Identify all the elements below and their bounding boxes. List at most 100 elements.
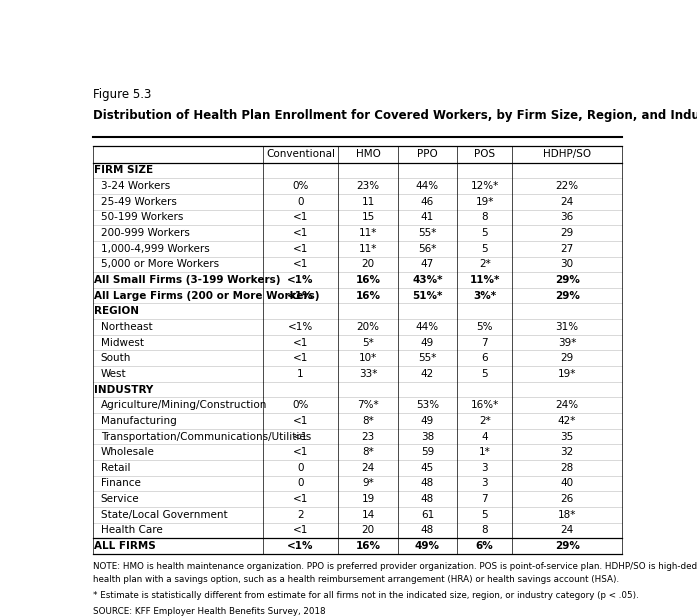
Text: 42: 42 bbox=[421, 369, 434, 379]
Text: 16%: 16% bbox=[355, 275, 381, 285]
Text: 8: 8 bbox=[482, 525, 488, 535]
Text: Manufacturing: Manufacturing bbox=[100, 416, 176, 426]
Text: 0: 0 bbox=[297, 479, 304, 488]
Text: 15: 15 bbox=[361, 213, 375, 222]
Text: 7%*: 7%* bbox=[357, 400, 379, 410]
Text: POS: POS bbox=[474, 149, 496, 159]
Text: 5: 5 bbox=[482, 244, 488, 254]
Text: 24%: 24% bbox=[556, 400, 579, 410]
Text: All Small Firms (3-199 Workers): All Small Firms (3-199 Workers) bbox=[94, 275, 281, 285]
Text: 2*: 2* bbox=[479, 259, 491, 269]
Text: 44%: 44% bbox=[416, 322, 439, 332]
Text: 16%: 16% bbox=[355, 541, 381, 551]
Text: <1: <1 bbox=[293, 259, 308, 269]
Text: 35: 35 bbox=[560, 432, 574, 442]
Text: 20%: 20% bbox=[357, 322, 379, 332]
Text: 26: 26 bbox=[560, 494, 574, 504]
Text: Wholesale: Wholesale bbox=[100, 447, 155, 457]
Text: <1%: <1% bbox=[287, 275, 314, 285]
Text: 29%: 29% bbox=[555, 291, 579, 301]
Text: Finance: Finance bbox=[100, 479, 141, 488]
Text: 55*: 55* bbox=[418, 353, 436, 363]
Text: <1%: <1% bbox=[288, 322, 313, 332]
Text: State/Local Government: State/Local Government bbox=[100, 510, 227, 520]
Text: 14: 14 bbox=[361, 510, 375, 520]
Text: HDHP/SO: HDHP/SO bbox=[543, 149, 591, 159]
Text: 29: 29 bbox=[560, 228, 574, 238]
Text: 56*: 56* bbox=[418, 244, 436, 254]
Text: 20: 20 bbox=[362, 525, 374, 535]
Text: 25-49 Workers: 25-49 Workers bbox=[100, 197, 176, 207]
Text: <1: <1 bbox=[293, 228, 308, 238]
Text: Retail: Retail bbox=[100, 463, 130, 473]
Text: 49: 49 bbox=[421, 338, 434, 347]
Text: 45: 45 bbox=[421, 463, 434, 473]
Text: <1: <1 bbox=[293, 213, 308, 222]
Text: <1: <1 bbox=[293, 353, 308, 363]
Text: 53%: 53% bbox=[416, 400, 439, 410]
Text: health plan with a savings option, such as a health reimbursement arrangement (H: health plan with a savings option, such … bbox=[93, 575, 619, 585]
Text: <1%: <1% bbox=[287, 541, 314, 551]
Text: 5: 5 bbox=[482, 369, 488, 379]
Text: 43%*: 43%* bbox=[412, 275, 443, 285]
Text: 11*: 11* bbox=[359, 228, 377, 238]
Text: 1: 1 bbox=[297, 369, 304, 379]
Text: 59: 59 bbox=[421, 447, 434, 457]
Text: 41: 41 bbox=[421, 213, 434, 222]
Text: PPO: PPO bbox=[417, 149, 438, 159]
Text: <1: <1 bbox=[293, 432, 308, 442]
Text: <1: <1 bbox=[293, 447, 308, 457]
Text: INDUSTRY: INDUSTRY bbox=[94, 384, 153, 395]
Text: <1: <1 bbox=[293, 244, 308, 254]
Text: 29%: 29% bbox=[555, 541, 579, 551]
Text: <1: <1 bbox=[293, 338, 308, 347]
Text: SOURCE: KFF Employer Health Benefits Survey, 2018: SOURCE: KFF Employer Health Benefits Sur… bbox=[93, 607, 325, 615]
Text: 42*: 42* bbox=[558, 416, 576, 426]
Text: All Large Firms (200 or More Workers): All Large Firms (200 or More Workers) bbox=[94, 291, 320, 301]
Text: 3: 3 bbox=[482, 479, 488, 488]
Text: 27: 27 bbox=[560, 244, 574, 254]
Text: 3: 3 bbox=[482, 463, 488, 473]
Text: <1%: <1% bbox=[287, 291, 314, 301]
Text: 6: 6 bbox=[482, 353, 488, 363]
Text: 200-999 Workers: 200-999 Workers bbox=[100, 228, 190, 238]
Text: 2*: 2* bbox=[479, 416, 491, 426]
Text: REGION: REGION bbox=[94, 306, 139, 317]
Text: 1*: 1* bbox=[479, 447, 491, 457]
Text: NOTE: HMO is health maintenance organization. PPO is preferred provider organiza: NOTE: HMO is health maintenance organiza… bbox=[93, 562, 697, 572]
Text: 44%: 44% bbox=[416, 181, 439, 191]
Text: 18*: 18* bbox=[558, 510, 576, 520]
Text: 24: 24 bbox=[361, 463, 375, 473]
Text: 4: 4 bbox=[482, 432, 488, 442]
Text: 61: 61 bbox=[421, 510, 434, 520]
Text: 5,000 or More Workers: 5,000 or More Workers bbox=[100, 259, 219, 269]
Text: * Estimate is statistically different from estimate for all firms not in the ind: * Estimate is statistically different fr… bbox=[93, 591, 638, 600]
Text: 19*: 19* bbox=[558, 369, 576, 379]
Text: 28: 28 bbox=[560, 463, 574, 473]
Text: 7: 7 bbox=[482, 494, 488, 504]
Text: 48: 48 bbox=[421, 525, 434, 535]
Text: 0%: 0% bbox=[292, 181, 309, 191]
Text: ALL FIRMS: ALL FIRMS bbox=[94, 541, 156, 551]
Text: 22%: 22% bbox=[556, 181, 579, 191]
Text: 55*: 55* bbox=[418, 228, 436, 238]
Text: 51%*: 51%* bbox=[412, 291, 443, 301]
Text: 11*: 11* bbox=[359, 244, 377, 254]
Text: <1: <1 bbox=[293, 494, 308, 504]
Text: 8*: 8* bbox=[362, 416, 374, 426]
Text: 1,000-4,999 Workers: 1,000-4,999 Workers bbox=[100, 244, 209, 254]
Text: 50-199 Workers: 50-199 Workers bbox=[100, 213, 183, 222]
Text: South: South bbox=[100, 353, 131, 363]
Text: Health Care: Health Care bbox=[100, 525, 162, 535]
Text: 24: 24 bbox=[560, 525, 574, 535]
Text: Transportation/Communications/Utilities: Transportation/Communications/Utilities bbox=[100, 432, 311, 442]
Text: 7: 7 bbox=[482, 338, 488, 347]
Text: 23: 23 bbox=[361, 432, 375, 442]
Text: 47: 47 bbox=[421, 259, 434, 269]
Text: 5%: 5% bbox=[477, 322, 493, 332]
Text: 10*: 10* bbox=[359, 353, 377, 363]
Text: 36: 36 bbox=[560, 213, 574, 222]
Text: 48: 48 bbox=[421, 494, 434, 504]
Text: FIRM SIZE: FIRM SIZE bbox=[94, 166, 153, 176]
Text: Service: Service bbox=[100, 494, 139, 504]
